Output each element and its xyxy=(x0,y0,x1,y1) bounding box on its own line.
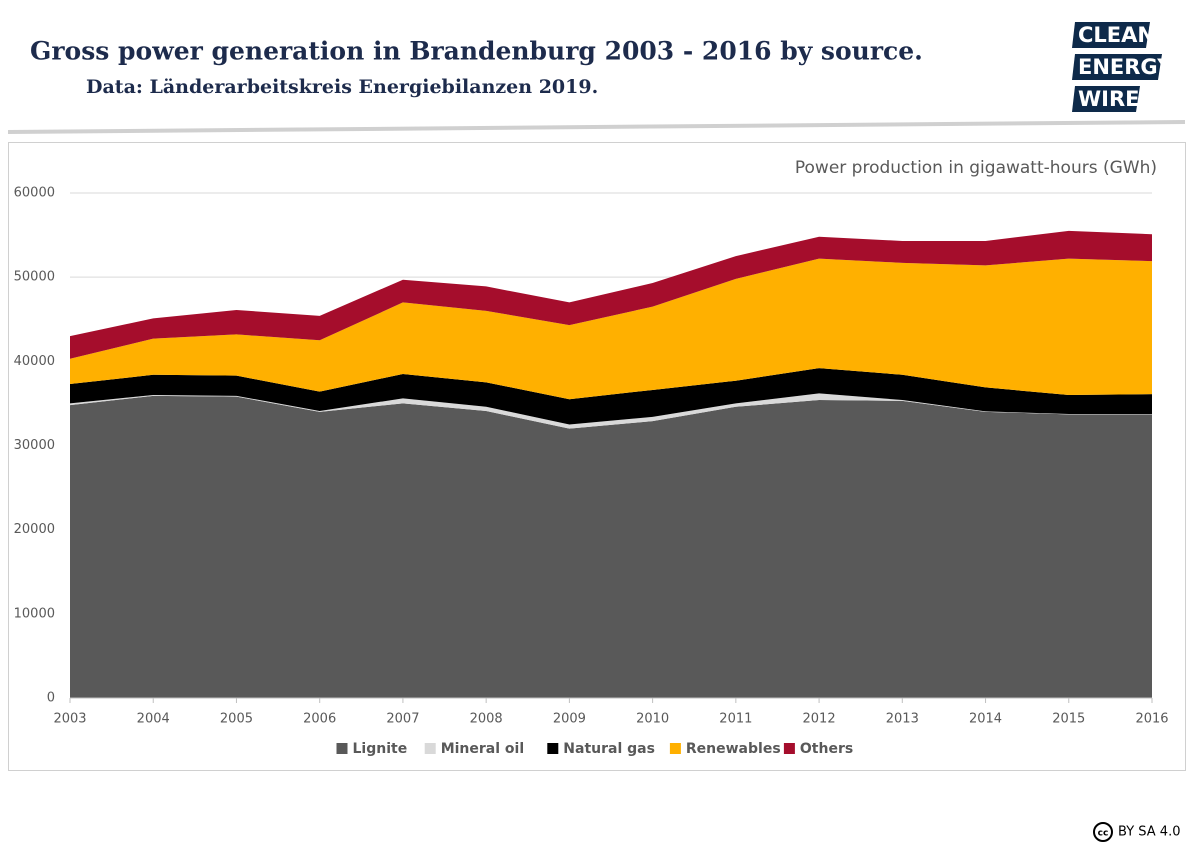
x-tick-label: 2008 xyxy=(470,712,503,727)
legend-swatch xyxy=(424,743,436,754)
x-tick-label: 2011 xyxy=(719,712,752,727)
legend-label: Mineral oil xyxy=(441,741,524,757)
area xyxy=(70,258,1152,400)
legend-swatch xyxy=(669,743,681,754)
x-tick-label: 2010 xyxy=(636,712,669,727)
header-rule xyxy=(8,120,1185,134)
x-tick-label: 2004 xyxy=(137,712,170,727)
area xyxy=(70,393,1152,429)
license-text: BY SA 4.0 xyxy=(1118,825,1180,840)
logo-box xyxy=(1072,22,1150,48)
x-tick-label: 2016 xyxy=(1135,712,1168,727)
legend-swatch xyxy=(547,743,559,754)
y-tick-label: 10000 xyxy=(14,606,55,621)
x-tick-label: 2013 xyxy=(886,712,919,727)
legend-label: Lignite xyxy=(353,741,408,757)
x-tick-label: 2015 xyxy=(1052,712,1085,727)
legend-swatch xyxy=(783,743,795,754)
y-tick-label: 0 xyxy=(47,691,55,706)
unit-label: Power production in gigawatt-hours (GWh) xyxy=(795,158,1157,178)
cc-icon-text: cc xyxy=(1098,829,1109,839)
logo-text: ENERGY xyxy=(1078,55,1173,79)
x-tick-label: 2009 xyxy=(553,712,586,727)
x-tick-label: 2012 xyxy=(803,712,836,727)
logo-text: WIRE xyxy=(1078,87,1140,111)
logo: CLEAN ENERGY WIRE xyxy=(1072,22,1173,112)
x-tick-label: 2003 xyxy=(53,712,86,727)
title: Gross power generation in Brandenburg 20… xyxy=(30,37,923,66)
area xyxy=(70,368,1152,425)
y-tick-label: 60000 xyxy=(14,186,55,201)
legend-label: Renewables xyxy=(686,741,781,757)
y-tick-label: 40000 xyxy=(14,354,55,369)
subtitle: Data: Länderarbeitskreis Energiebilanzen… xyxy=(86,76,598,98)
area xyxy=(70,395,1152,698)
y-tick-label: 30000 xyxy=(14,438,55,453)
x-tick-label: 2007 xyxy=(386,712,419,727)
cc-icon xyxy=(1093,822,1113,842)
y-tick-label: 20000 xyxy=(14,522,55,537)
legend-label: Natural gas xyxy=(563,741,655,757)
y-tick-label: 50000 xyxy=(14,270,55,285)
x-tick-label: 2014 xyxy=(969,712,1002,727)
legend-swatch xyxy=(336,743,348,754)
x-tick-label: 2006 xyxy=(303,712,336,727)
x-tick-label: 2005 xyxy=(220,712,253,727)
area xyxy=(70,230,1152,359)
logo-box xyxy=(1072,54,1162,80)
legend-label: Others xyxy=(800,741,853,757)
logo-text: CLEAN xyxy=(1078,23,1155,47)
logo-box xyxy=(1072,86,1140,112)
